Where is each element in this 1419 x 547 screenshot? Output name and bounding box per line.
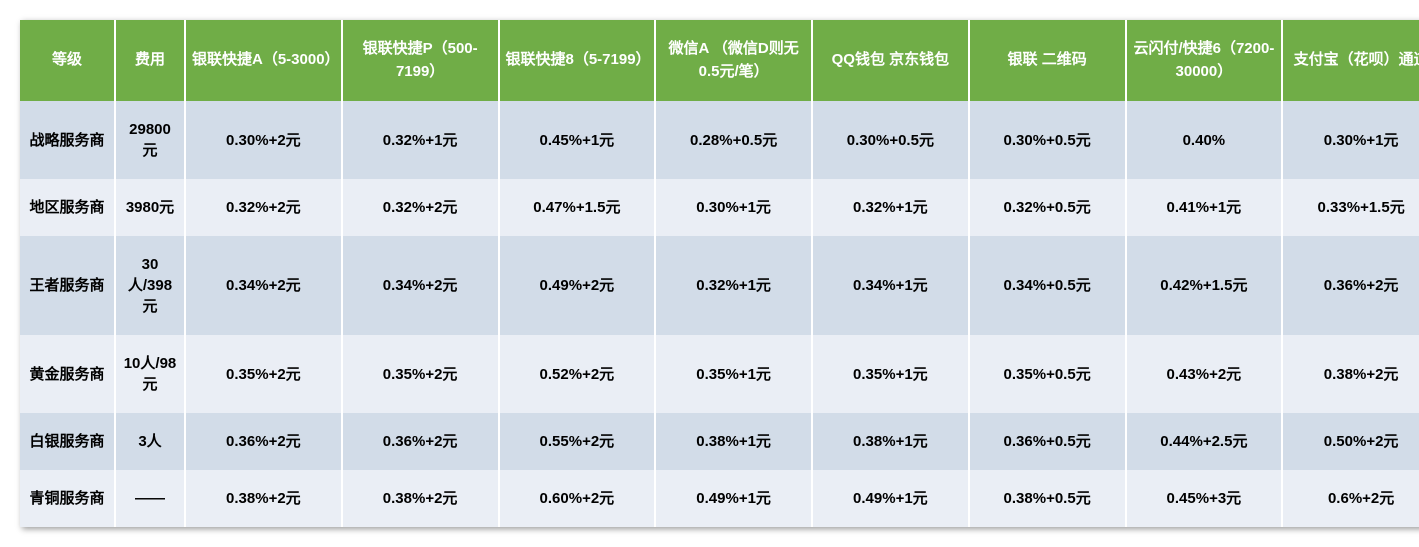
table-row: 白银服务商 3人 0.36%+2元 0.36%+2元 0.55%+2元 0.38… bbox=[20, 413, 1419, 470]
cell-rate: 0.35%+1元 bbox=[812, 335, 969, 413]
cell-rate: 0.30%+0.5元 bbox=[812, 101, 969, 179]
cell-rate: 0.47%+1.5元 bbox=[499, 179, 656, 236]
cell-level: 白银服务商 bbox=[20, 413, 115, 470]
col-header-qqjd: QQ钱包 京东钱包 bbox=[812, 20, 969, 101]
cell-fee: 30人/398元 bbox=[115, 236, 185, 335]
cell-rate: 0.45%+1元 bbox=[499, 101, 656, 179]
cell-rate: 0.38%+2元 bbox=[185, 470, 342, 527]
cell-rate: 0.38%+0.5元 bbox=[969, 470, 1126, 527]
cell-rate: 0.38%+1元 bbox=[812, 413, 969, 470]
cell-rate: 0.34%+1元 bbox=[812, 236, 969, 335]
cell-rate: 0.36%+2元 bbox=[342, 413, 499, 470]
cell-rate: 0.32%+1元 bbox=[655, 236, 812, 335]
cell-fee: —— bbox=[115, 470, 185, 527]
cell-rate: 0.28%+0.5元 bbox=[655, 101, 812, 179]
cell-fee: 10人/98元 bbox=[115, 335, 185, 413]
cell-rate: 0.32%+1元 bbox=[342, 101, 499, 179]
cell-rate: 0.32%+2元 bbox=[342, 179, 499, 236]
cell-rate: 0.38%+2元 bbox=[1282, 335, 1419, 413]
cell-rate: 0.33%+1.5元 bbox=[1282, 179, 1419, 236]
cell-rate: 0.38%+1元 bbox=[655, 413, 812, 470]
table-header-row: 等级 费用 银联快捷A（5-3000） 银联快捷P（500-7199） 银联快捷… bbox=[20, 20, 1419, 101]
col-header-fee: 费用 bbox=[115, 20, 185, 101]
cell-rate: 0.36%+0.5元 bbox=[969, 413, 1126, 470]
col-header-alipay: 支付宝（花呗）通道 bbox=[1282, 20, 1419, 101]
cell-rate: 0.32%+1元 bbox=[812, 179, 969, 236]
cell-rate: 0.40% bbox=[1126, 101, 1283, 179]
cell-rate: 0.35%+2元 bbox=[185, 335, 342, 413]
cell-rate: 0.49%+1元 bbox=[812, 470, 969, 527]
col-header-upqr: 银联 二维码 bbox=[969, 20, 1126, 101]
cell-rate: 0.44%+2.5元 bbox=[1126, 413, 1283, 470]
cell-rate: 0.34%+2元 bbox=[342, 236, 499, 335]
cell-rate: 0.34%+2元 bbox=[185, 236, 342, 335]
cell-level: 青铜服务商 bbox=[20, 470, 115, 527]
cell-rate: 0.52%+2元 bbox=[499, 335, 656, 413]
cell-rate: 0.43%+2元 bbox=[1126, 335, 1283, 413]
cell-rate: 0.36%+2元 bbox=[185, 413, 342, 470]
table-row: 战略服务商 29800元 0.30%+2元 0.32%+1元 0.45%+1元 … bbox=[20, 101, 1419, 179]
cell-rate: 0.49%+1元 bbox=[655, 470, 812, 527]
col-header-upa: 银联快捷A（5-3000） bbox=[185, 20, 342, 101]
cell-rate: 0.6%+2元 bbox=[1282, 470, 1419, 527]
cell-rate: 0.38%+2元 bbox=[342, 470, 499, 527]
cell-rate: 0.35%+2元 bbox=[342, 335, 499, 413]
cell-rate: 0.60%+2元 bbox=[499, 470, 656, 527]
cell-rate: 0.49%+2元 bbox=[499, 236, 656, 335]
cell-rate: 0.30%+1元 bbox=[655, 179, 812, 236]
cell-level: 地区服务商 bbox=[20, 179, 115, 236]
cell-fee: 3980元 bbox=[115, 179, 185, 236]
table-body: 战略服务商 29800元 0.30%+2元 0.32%+1元 0.45%+1元 … bbox=[20, 101, 1419, 527]
table-row: 黄金服务商 10人/98元 0.35%+2元 0.35%+2元 0.52%+2元… bbox=[20, 335, 1419, 413]
cell-rate: 0.42%+1.5元 bbox=[1126, 236, 1283, 335]
cell-rate: 0.55%+2元 bbox=[499, 413, 656, 470]
cell-rate: 0.45%+3元 bbox=[1126, 470, 1283, 527]
cell-rate: 0.36%+2元 bbox=[1282, 236, 1419, 335]
col-header-up8: 银联快捷8（5-7199） bbox=[499, 20, 656, 101]
cell-rate: 0.32%+0.5元 bbox=[969, 179, 1126, 236]
cell-rate: 0.30%+0.5元 bbox=[969, 101, 1126, 179]
col-header-wechat: 微信A （微信D则无0.5元/笔） bbox=[655, 20, 812, 101]
cell-rate: 0.41%+1元 bbox=[1126, 179, 1283, 236]
table-row: 王者服务商 30人/398元 0.34%+2元 0.34%+2元 0.49%+2… bbox=[20, 236, 1419, 335]
cell-rate: 0.35%+0.5元 bbox=[969, 335, 1126, 413]
cell-rate: 0.30%+1元 bbox=[1282, 101, 1419, 179]
cell-level: 王者服务商 bbox=[20, 236, 115, 335]
cell-level: 战略服务商 bbox=[20, 101, 115, 179]
cell-rate: 0.30%+2元 bbox=[185, 101, 342, 179]
cell-rate: 0.35%+1元 bbox=[655, 335, 812, 413]
cell-level: 黄金服务商 bbox=[20, 335, 115, 413]
cell-fee: 3人 bbox=[115, 413, 185, 470]
cell-rate: 0.32%+2元 bbox=[185, 179, 342, 236]
table-row: 地区服务商 3980元 0.32%+2元 0.32%+2元 0.47%+1.5元… bbox=[20, 179, 1419, 236]
cell-rate: 0.34%+0.5元 bbox=[969, 236, 1126, 335]
cell-rate: 0.50%+2元 bbox=[1282, 413, 1419, 470]
cell-fee: 29800元 bbox=[115, 101, 185, 179]
col-header-upp: 银联快捷P（500-7199） bbox=[342, 20, 499, 101]
col-header-level: 等级 bbox=[20, 20, 115, 101]
table-row: 青铜服务商 —— 0.38%+2元 0.38%+2元 0.60%+2元 0.49… bbox=[20, 470, 1419, 527]
pricing-table: 等级 费用 银联快捷A（5-3000） 银联快捷P（500-7199） 银联快捷… bbox=[20, 20, 1419, 527]
col-header-quick6: 云闪付/快捷6（7200-30000） bbox=[1126, 20, 1283, 101]
